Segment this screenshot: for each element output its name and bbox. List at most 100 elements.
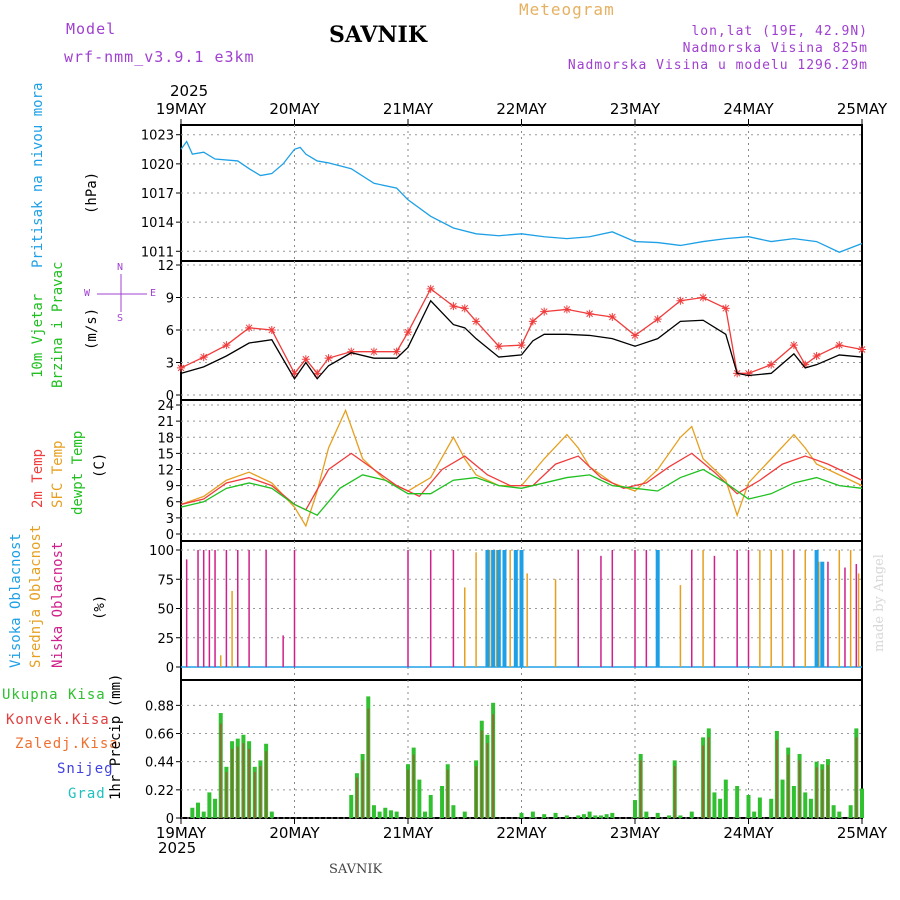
gust-marker	[245, 323, 254, 332]
precip-bar	[576, 815, 581, 818]
cloud-low-bar	[691, 550, 693, 667]
gust-marker	[653, 315, 662, 324]
cloud-mid-bar	[554, 579, 557, 667]
temperature-ytick-label: 12	[157, 464, 174, 479]
cloud-mid-bar	[509, 550, 511, 667]
precip-conv-bar	[225, 771, 228, 818]
legend-total: Ukupna Kisa	[2, 687, 106, 703]
elevation-label: Nadmorska Visina 825m	[682, 41, 868, 56]
dewpt-temp-line	[180, 468, 863, 516]
precip-bar	[808, 798, 813, 818]
cloud-low-bar	[185, 559, 188, 667]
precip-bar	[712, 792, 717, 818]
precip-conv-bar	[826, 765, 829, 818]
cloud-mid-bar	[759, 550, 761, 667]
precip-bar	[780, 779, 785, 818]
gust-line	[180, 287, 863, 375]
xtick-bottom-label: 19MAY	[156, 824, 207, 842]
precip-bar	[644, 811, 649, 818]
gust-marker	[676, 296, 685, 305]
precip-bar	[207, 792, 212, 818]
precip-conv-bar	[407, 769, 409, 818]
cloud-low-bar	[611, 550, 614, 667]
cloud-low-bar	[747, 550, 750, 667]
precip-conv-bar	[639, 760, 642, 818]
precip-bar	[553, 812, 558, 818]
gust-marker	[789, 341, 798, 350]
cloud-mid-bar	[475, 552, 477, 667]
meteogram-title: Meteogram	[519, 0, 615, 19]
cloud-low-bar	[452, 550, 455, 667]
compass-s: S	[117, 313, 124, 324]
gust-marker	[199, 353, 208, 362]
precip-bar	[462, 811, 467, 818]
precip-bar	[593, 815, 598, 818]
precip-bar	[610, 812, 615, 818]
clouds-ytick-label: 0	[166, 661, 174, 676]
gust-marker	[267, 326, 276, 334]
precip-bar	[201, 811, 206, 818]
xtick-top-label: 25MAY	[837, 100, 888, 118]
clouds-ytick-label: 50	[157, 603, 174, 618]
precip-conv-bar	[707, 737, 710, 818]
cloud-low-bar	[197, 550, 199, 667]
precip-conv-bar	[361, 760, 364, 818]
cloud-low-bar	[248, 550, 250, 667]
station-title: SAVNIK	[329, 22, 427, 48]
precip-bar	[371, 805, 376, 818]
pressure-ytick-label: 1020	[141, 158, 174, 173]
coords-label: lon,lat (19E, 42.9N)	[691, 24, 868, 39]
cloud-low-bar	[214, 550, 216, 667]
cloud-high-bar	[655, 550, 660, 667]
precip-bar	[394, 811, 399, 818]
precip-bar	[388, 810, 393, 818]
gust-marker	[812, 352, 821, 360]
cloud-mid-bar	[838, 550, 841, 667]
cloud-low-bar	[855, 564, 858, 667]
xtick-bottom-label: 24MAY	[723, 824, 774, 842]
clouds-ytick-label: 75	[157, 573, 174, 588]
year-bottom: 2025	[158, 839, 197, 857]
compass-n: N	[117, 262, 124, 273]
wind-ytick-label: 12	[157, 259, 174, 274]
gust-marker	[324, 354, 333, 363]
precip-bar	[860, 788, 864, 818]
wind-ytick-label: 9	[166, 292, 174, 307]
wind-ytick-label: 0	[166, 389, 174, 404]
precip-conv-bar	[355, 777, 358, 818]
cloud-high-bar	[491, 550, 496, 667]
cloud-low-bar	[293, 550, 296, 667]
cloud-low-bar	[600, 555, 602, 667]
legend-conv: Konvek.Kisa	[6, 712, 110, 728]
gust-marker	[631, 331, 639, 340]
cloud-low-bar	[844, 567, 846, 667]
precip-conv-bar	[798, 760, 801, 818]
xtick-top-label: 24MAY	[723, 100, 774, 118]
cloud-mid-bar	[219, 655, 222, 667]
wind-ytick-label: 6	[166, 324, 174, 339]
temperature-ytick-label: 15	[157, 447, 174, 462]
precip-bar	[735, 786, 740, 818]
temperature-ytick-label: 24	[157, 399, 174, 414]
gust-marker	[460, 304, 469, 313]
gust-marker	[699, 293, 708, 302]
year-top: 2025	[170, 82, 209, 100]
precip-bar	[564, 815, 569, 818]
wind-speed-line	[180, 299, 863, 380]
precip-bar	[655, 812, 660, 818]
precip-bar	[383, 807, 388, 818]
precip-bar	[542, 814, 547, 818]
cloud-mid-bar	[495, 550, 498, 667]
gust-marker	[222, 341, 231, 350]
xtick-bottom-label: 25MAY	[837, 824, 888, 842]
cloud-low-bar	[634, 550, 636, 667]
precip-conv-bar	[855, 737, 858, 818]
cloud-mid-bar	[464, 587, 466, 667]
cloud-low-bar	[265, 550, 267, 667]
gust-marker	[562, 305, 571, 314]
precip-bar	[519, 812, 524, 818]
gust-marker	[472, 317, 481, 326]
precip-conv-bar	[702, 745, 705, 818]
precip-bar	[587, 811, 592, 818]
cloud-high-bar	[814, 550, 819, 667]
